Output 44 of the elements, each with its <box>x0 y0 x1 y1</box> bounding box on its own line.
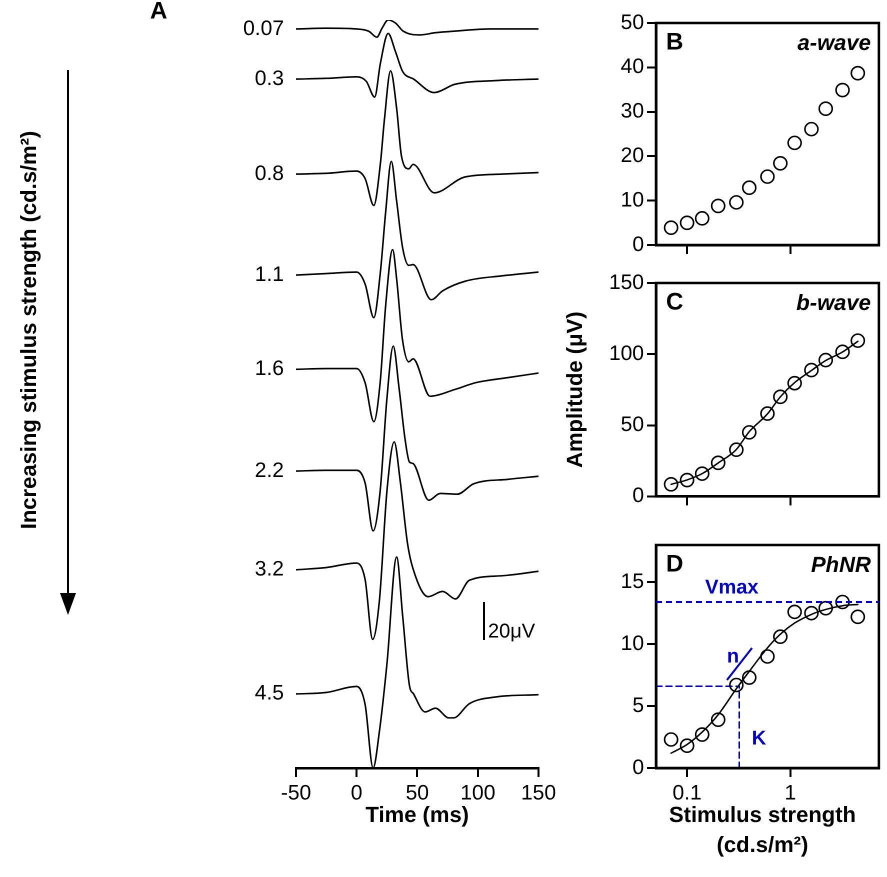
chart-title: C <box>666 288 684 316</box>
y-tick-label: 40 <box>620 55 644 78</box>
x-tick-label: 0 <box>350 781 362 804</box>
annotation: K <box>752 728 767 750</box>
x-tick-label: 0.1 <box>672 781 702 804</box>
x-axis-title: Stimulus strength (cd.s/m²) <box>668 802 856 858</box>
annotation: 20μV <box>488 620 536 643</box>
series-label: 3.2 <box>254 558 284 581</box>
series-label: 2.2 <box>254 458 284 482</box>
y-tick-label: 50 <box>620 10 644 34</box>
y-axis-title: Amplitude (μV) <box>562 311 588 468</box>
y-tick-label: 0 <box>632 756 644 779</box>
y-axis-title: Increasing stimulus strength (cd.s/m²) <box>16 130 42 530</box>
y-tick-label: 100 <box>608 342 644 365</box>
x-tick-label: 150 <box>520 781 556 804</box>
y-tick-label: 15 <box>620 570 644 593</box>
ref-line-label: Vmax <box>705 576 758 599</box>
chart-subtitle: PhNR <box>811 552 872 578</box>
y-tick-label: 50 <box>620 413 644 436</box>
x-tick-label: 100 <box>460 781 496 804</box>
series-label: 1.6 <box>254 357 284 380</box>
chart-title: A <box>150 0 168 25</box>
y-tick-label: 10 <box>620 632 644 655</box>
y-tick-label: 5 <box>632 694 644 717</box>
series-label: 0.07 <box>243 16 284 40</box>
x-tick-label: 1 <box>784 781 796 804</box>
y-tick-label: 30 <box>620 100 644 123</box>
y-tick-label: 20 <box>620 144 644 167</box>
chart-subtitle: b-wave <box>796 290 871 316</box>
chart-title: B <box>666 28 684 56</box>
x-tick-label: 50 <box>406 781 429 804</box>
y-tick-label: 0 <box>632 484 644 508</box>
chart-subtitle: a-wave <box>798 30 871 56</box>
x-tick-label: -50 <box>280 781 312 804</box>
series-label: 1.1 <box>254 262 284 286</box>
x-axis-title: Time (ms) <box>365 802 469 828</box>
chart-title: D <box>666 550 684 578</box>
y-tick-label: 0 <box>632 232 644 256</box>
series-label: 0.8 <box>254 162 284 185</box>
series-label: 0.3 <box>254 66 284 90</box>
y-tick-label: 150 <box>608 270 644 294</box>
y-tick-label: 10 <box>620 188 644 212</box>
annotation: n <box>726 646 740 668</box>
series-label: 4.5 <box>254 682 284 705</box>
